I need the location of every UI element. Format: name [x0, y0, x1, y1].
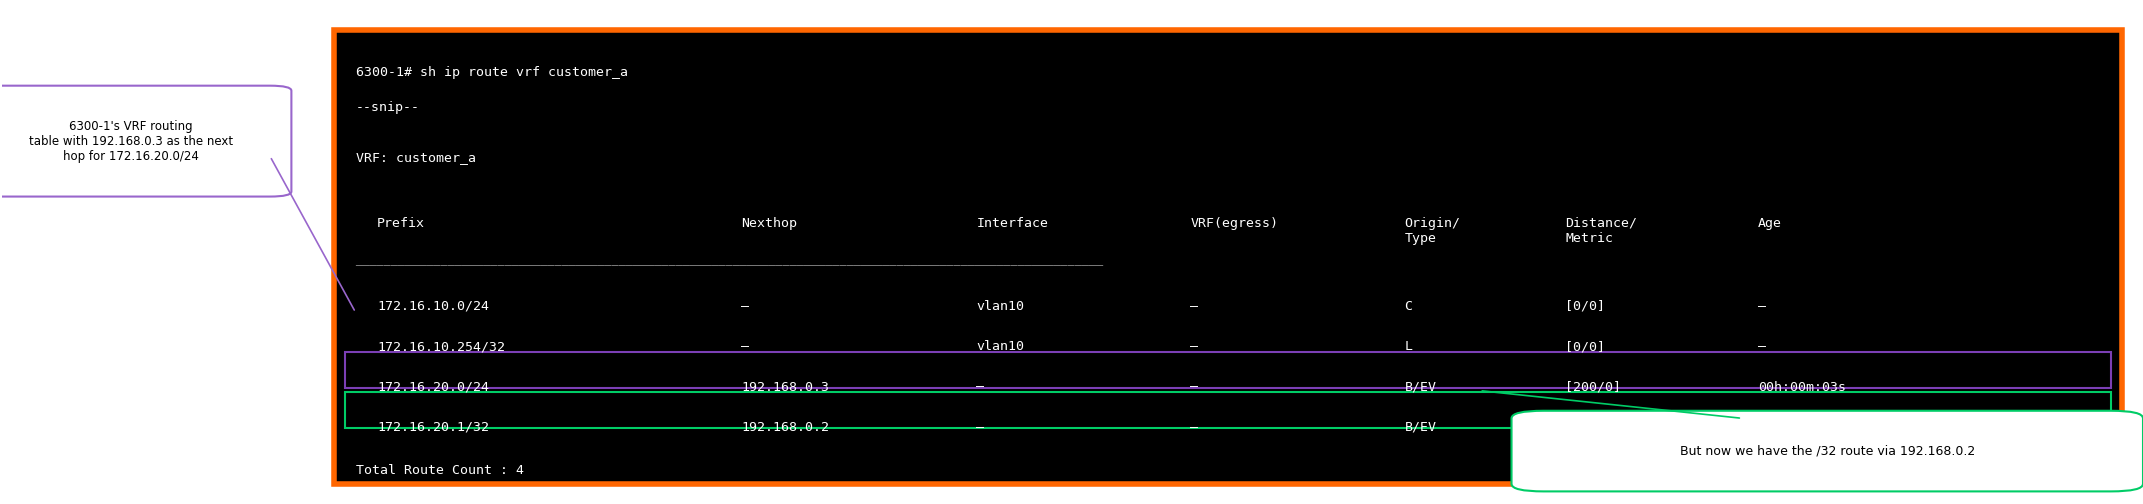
Text: –: –	[1192, 340, 1198, 353]
Text: Prefix: Prefix	[377, 217, 424, 230]
Text: vlan10: vlan10	[977, 340, 1024, 353]
FancyBboxPatch shape	[1511, 411, 2143, 491]
Text: B/EV: B/EV	[1404, 421, 1436, 434]
Text: –: –	[1192, 421, 1198, 434]
Text: –: –	[977, 381, 984, 394]
Text: –: –	[1757, 340, 1766, 353]
Text: ────────────────────────────────────────────────────────────────────────────────: ────────────────────────────────────────…	[356, 260, 1104, 273]
Text: [0/0]: [0/0]	[1564, 300, 1605, 313]
Text: [200/0]: [200/0]	[1564, 421, 1620, 434]
Text: 6300-1# sh ip route vrf customer_a: 6300-1# sh ip route vrf customer_a	[356, 66, 628, 79]
Text: Age: Age	[1757, 217, 1781, 230]
Text: VRF: customer_a: VRF: customer_a	[356, 151, 476, 164]
Text: –: –	[1192, 300, 1198, 313]
Text: L: L	[1404, 340, 1412, 353]
FancyBboxPatch shape	[0, 86, 291, 197]
Text: 172.16.20.1/32: 172.16.20.1/32	[377, 421, 489, 434]
Text: –: –	[741, 340, 748, 353]
Text: Origin/
Type: Origin/ Type	[1404, 217, 1462, 245]
Text: 00h:00m:03s: 00h:00m:03s	[1757, 381, 1845, 394]
Text: –: –	[1757, 300, 1766, 313]
Text: But now we have the /32 route via 192.168.0.2: But now we have the /32 route via 192.16…	[1680, 445, 1976, 458]
Text: 192.168.0.2: 192.168.0.2	[741, 421, 829, 434]
Text: 6300-1's VRF routing
table with 192.168.0.3 as the next
hop for 172.16.20.0/24: 6300-1's VRF routing table with 192.168.…	[28, 119, 234, 163]
Text: 172.16.10.254/32: 172.16.10.254/32	[377, 340, 506, 353]
Text: --snip--: --snip--	[356, 101, 420, 114]
Text: 00h:00m:03s: 00h:00m:03s	[1757, 421, 1845, 434]
Text: C: C	[1404, 300, 1412, 313]
Text: Distance/
Metric: Distance/ Metric	[1564, 217, 1637, 245]
Text: B/EV: B/EV	[1404, 381, 1436, 394]
Text: –: –	[977, 421, 984, 434]
Text: –: –	[1192, 381, 1198, 394]
Text: 172.16.10.0/24: 172.16.10.0/24	[377, 300, 489, 313]
Text: Interface: Interface	[977, 217, 1048, 230]
FancyBboxPatch shape	[334, 30, 2122, 484]
Text: 172.16.20.0/24: 172.16.20.0/24	[377, 381, 489, 394]
Text: [0/0]: [0/0]	[1564, 340, 1605, 353]
Text: Nexthop: Nexthop	[741, 217, 797, 230]
Text: –: –	[741, 300, 748, 313]
Text: VRF(egress): VRF(egress)	[1192, 217, 1279, 230]
Text: Total Route Count : 4: Total Route Count : 4	[356, 464, 523, 477]
Text: vlan10: vlan10	[977, 300, 1024, 313]
Text: 192.168.0.3: 192.168.0.3	[741, 381, 829, 394]
Text: [200/0]: [200/0]	[1564, 381, 1620, 394]
